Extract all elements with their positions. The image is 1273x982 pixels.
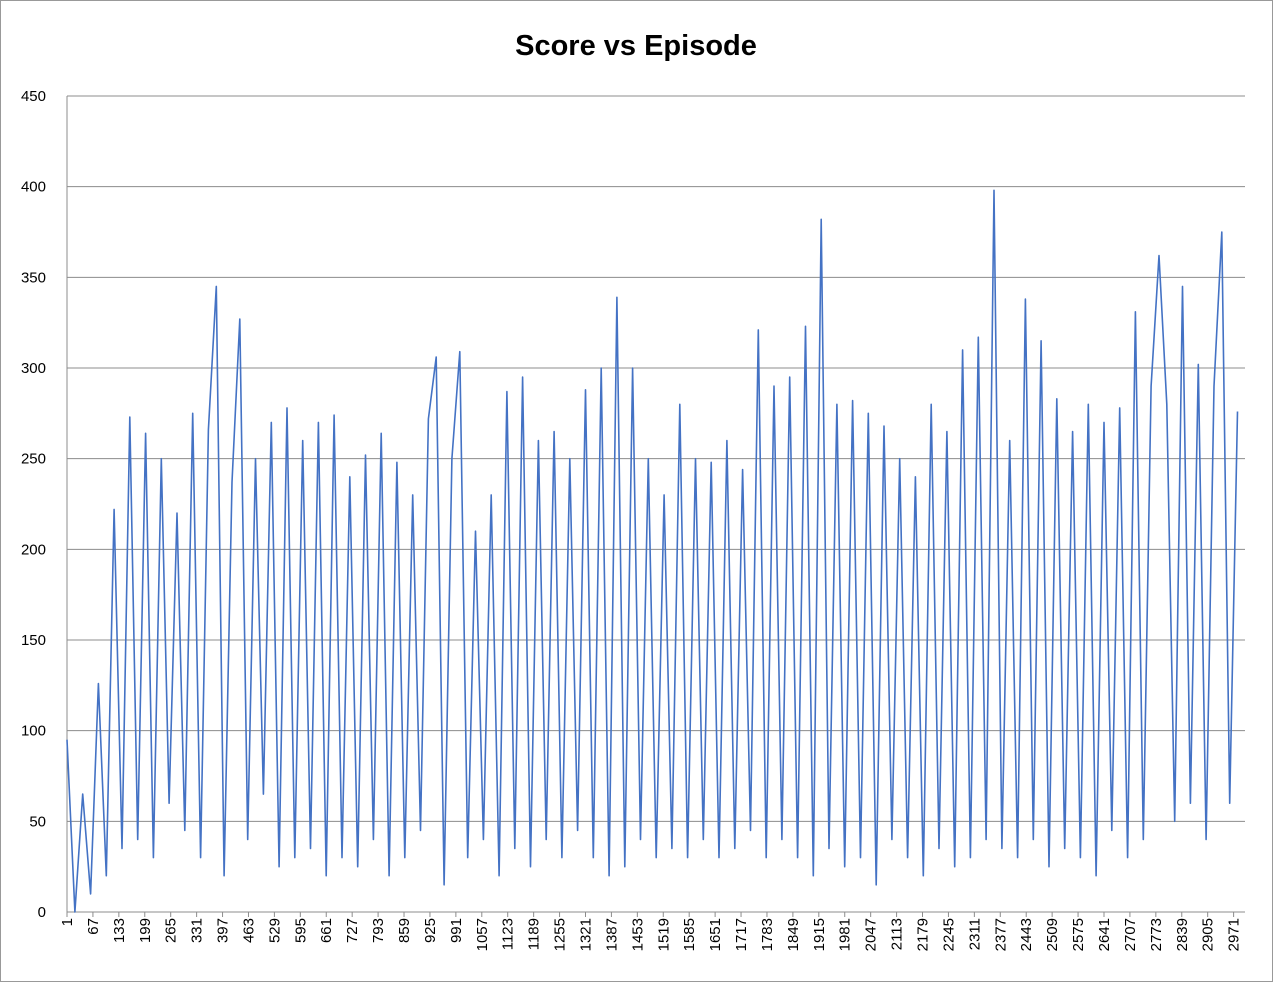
x-tick-label: 1123 — [500, 918, 517, 950]
x-tick-label: 67 — [85, 918, 102, 935]
x-tick-label: 2047 — [863, 918, 880, 951]
y-tick-label: 350 — [21, 269, 46, 286]
x-tick-label: 2113 — [889, 918, 906, 950]
x-tick-label: 2641 — [1096, 918, 1113, 951]
x-tick-label: 397 — [215, 918, 232, 943]
y-tick-label: 100 — [21, 723, 46, 740]
y-tick-label: 450 — [21, 88, 46, 105]
x-tick-label: 2443 — [1018, 918, 1035, 951]
x-tick-label: 925 — [422, 918, 439, 943]
x-tick-label: 2773 — [1148, 918, 1165, 951]
x-tick-label: 2971 — [1226, 918, 1243, 951]
x-tick-label: 727 — [344, 918, 361, 943]
x-tick-label: 1783 — [759, 918, 776, 951]
y-tick-label: 150 — [21, 632, 46, 649]
x-tick-label: 2707 — [1122, 918, 1139, 951]
x-tick-label: 529 — [266, 918, 283, 943]
data-line — [66, 189, 1239, 913]
x-tick-label: 1321 — [577, 918, 594, 951]
x-tick-label: 2179 — [915, 918, 932, 951]
x-tick-label: 2245 — [940, 918, 957, 951]
x-tick-label: 1585 — [681, 918, 698, 951]
y-tick-label: 250 — [21, 451, 46, 468]
x-tick-label: 2839 — [1174, 918, 1191, 951]
x-tick-label: 2377 — [992, 918, 1009, 951]
x-tick-label: 331 — [189, 918, 206, 943]
y-tick-label: 400 — [21, 179, 46, 196]
x-tick-label: 793 — [370, 918, 387, 943]
x-tick-label: 1849 — [785, 918, 802, 951]
x-tick-label: 1387 — [603, 918, 620, 951]
x-tick-label: 859 — [396, 918, 413, 943]
x-tick-label: 661 — [318, 918, 335, 943]
x-tick-label: 1189 — [526, 918, 543, 950]
x-tick-label: 1 — [59, 918, 76, 926]
x-tick-label: 2311 — [966, 918, 983, 950]
x-tick-label: 1519 — [655, 918, 672, 951]
x-tick-label: 1915 — [811, 918, 828, 951]
x-tick-label: 1651 — [707, 918, 724, 951]
x-tick-label: 1981 — [837, 918, 854, 951]
x-tick-label: 2905 — [1200, 918, 1217, 951]
y-tick-label: 200 — [21, 541, 46, 558]
x-tick-label: 2575 — [1070, 918, 1087, 951]
x-tick-label: 1453 — [629, 918, 646, 951]
x-tick-label: 991 — [448, 918, 465, 943]
x-tick-label: 199 — [137, 918, 154, 943]
x-tick-label: 1717 — [733, 918, 750, 951]
y-tick-label: 50 — [29, 813, 46, 830]
y-tick-label: 0 — [38, 904, 46, 921]
x-tick-label: 1255 — [552, 918, 569, 951]
x-tick-label: 2509 — [1044, 918, 1061, 951]
y-tick-label: 300 — [21, 360, 46, 377]
x-tick-label: 133 — [111, 918, 128, 943]
chart-title: Score vs Episode — [515, 30, 757, 62]
x-tick-label: 595 — [292, 918, 309, 943]
x-tick-label: 265 — [163, 918, 180, 943]
x-tick-label: 463 — [240, 918, 257, 943]
x-tick-label: 1057 — [474, 918, 491, 951]
